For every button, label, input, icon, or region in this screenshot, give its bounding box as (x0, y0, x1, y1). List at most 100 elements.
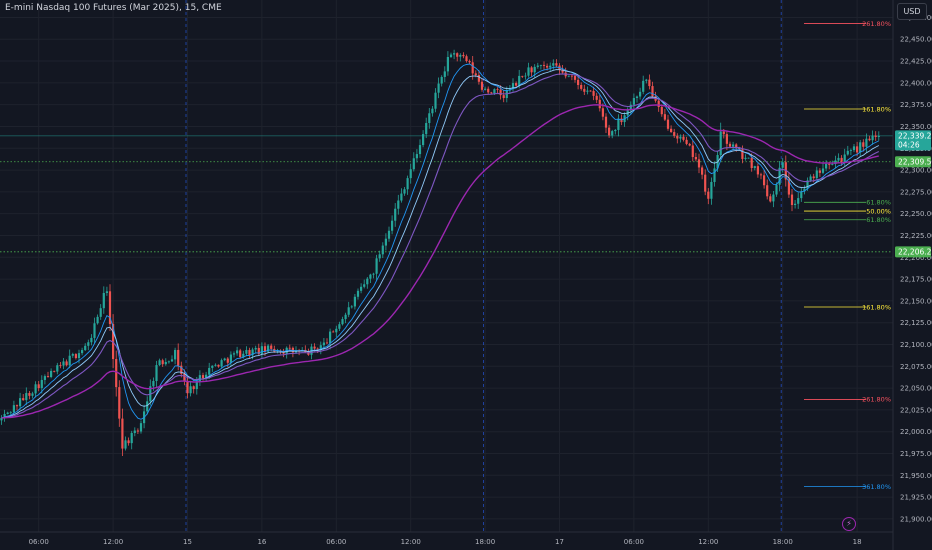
candle-body (787, 179, 790, 195)
candle-body (254, 347, 257, 350)
candle-body (226, 358, 229, 363)
moving-average-line (1, 63, 879, 420)
candle-body (192, 386, 195, 390)
candle-body (211, 365, 214, 368)
candle-body (611, 131, 614, 136)
price-tick-label: 22,250.00 (900, 210, 932, 218)
candle-body (484, 88, 487, 90)
time-tick-label: 18:00 (773, 538, 793, 546)
candle-body (459, 54, 462, 57)
candle-body (288, 347, 291, 349)
candle-body (592, 91, 595, 96)
time-tick-label: 06:00 (29, 538, 49, 546)
candle-body (387, 230, 391, 239)
fib-level-label: 261.80% (862, 396, 891, 404)
candle-body (679, 136, 682, 139)
candle-body (245, 349, 248, 354)
candle-body (691, 145, 694, 158)
candle-body (446, 57, 449, 72)
candle-body (205, 374, 208, 379)
fibonacci-levels: 261.80% 161.80% 61.80%50.00%61.80% 161.80% 2… (804, 20, 891, 491)
candle-body (347, 307, 350, 315)
candle-body (229, 354, 232, 363)
candle-body (781, 162, 784, 168)
fib-level-label: 61.80% (866, 199, 891, 207)
candle-body (617, 118, 620, 130)
grid-lines (0, 0, 893, 532)
candle-body (353, 296, 356, 307)
candle-body (105, 291, 108, 293)
candle-body (722, 131, 725, 135)
candle-body (697, 159, 701, 168)
candle-body (670, 128, 673, 133)
currency-button[interactable]: USD (897, 3, 927, 20)
fib-level-label: 50.00% (866, 207, 891, 215)
candle-body (843, 154, 846, 162)
candle-body (567, 75, 570, 77)
time-axis[interactable]: 06:00 12:00 15 16 06:00 12:00 18:00 17 06:00 12:0… (29, 538, 862, 546)
price-tick-label: 21,925.00 (900, 494, 932, 502)
candle-body (694, 157, 697, 160)
price-tick-label: 22,100.00 (900, 341, 932, 349)
candle-body (108, 291, 112, 325)
candle-body (651, 86, 654, 97)
candle-body (806, 180, 809, 189)
candle-body (840, 157, 843, 162)
candle-body (282, 352, 285, 354)
candle-body (490, 92, 493, 94)
price-tick-label: 22,425.00 (900, 58, 932, 66)
candle-body (130, 433, 133, 444)
candle-body (766, 185, 769, 197)
candle-body (704, 174, 707, 192)
candle-body (174, 349, 177, 360)
candle-body (133, 430, 136, 434)
candle-body (763, 175, 766, 186)
candle-body (812, 176, 815, 179)
time-tick-label: 18 (853, 538, 862, 546)
candle-body (115, 359, 118, 388)
candle-body (267, 345, 270, 352)
candle-body (580, 84, 583, 89)
candle-body (639, 91, 642, 97)
price-badge-label: 22,339.25 (898, 131, 932, 140)
candle-body (772, 194, 775, 202)
candle-body (65, 361, 68, 366)
candle-body (220, 360, 223, 367)
candle-body (161, 360, 164, 365)
candle-body (9, 412, 12, 414)
price-badge-label: 22,309.50 (898, 157, 932, 166)
price-tick-label: 22,125.00 (900, 319, 932, 327)
candle-body (251, 349, 254, 356)
candle-body (139, 423, 143, 432)
candle-body (821, 168, 825, 173)
candle-body (25, 393, 28, 401)
candle-body (756, 166, 759, 175)
candle-body (493, 89, 496, 94)
candle-body (533, 66, 536, 73)
candle-body (394, 208, 397, 221)
candle-body (589, 90, 592, 92)
candle-body (685, 139, 688, 144)
candle-body (725, 134, 728, 144)
price-tick-label: 22,075.00 (900, 363, 932, 371)
candle-body (515, 83, 518, 86)
candle-body (15, 405, 19, 407)
time-tick-label: 18:00 (475, 538, 495, 546)
candle-body (750, 157, 753, 169)
candle-body (744, 157, 747, 159)
lightning-icon[interactable]: ⚡ (842, 517, 856, 531)
candle-body (846, 150, 849, 155)
candle-body (524, 75, 527, 77)
candle-body (818, 170, 821, 173)
candle-body (102, 292, 105, 309)
candle-body (28, 393, 31, 396)
candle-body (341, 319, 344, 325)
price-tick-label: 22,275.00 (900, 188, 932, 196)
candle-body (12, 405, 15, 413)
moving-average-line (1, 73, 880, 419)
candle-body (397, 200, 400, 209)
chart-title: E-mini Nasdaq 100 Futures (Mar 2025), 15… (5, 3, 222, 13)
candle-body (477, 75, 480, 82)
candles (0, 49, 880, 457)
